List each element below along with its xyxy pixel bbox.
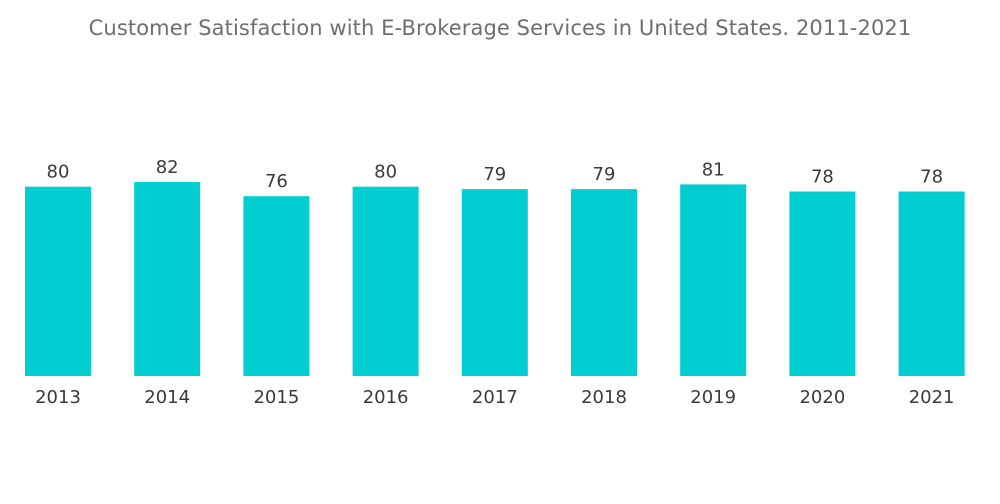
value-labels-layer: 80 82 76 80 79 79 81 78 78	[47, 157, 944, 192]
value-label-2021: 78	[920, 167, 943, 188]
value-label-2019: 81	[702, 159, 725, 180]
x-tick-label-2021: 2021	[909, 387, 955, 408]
value-label-2020: 78	[811, 167, 834, 188]
x-tick-label-2016: 2016	[363, 387, 409, 408]
x-tick-label-2015: 2015	[253, 387, 299, 408]
bar-2016	[352, 186, 419, 376]
bar-2019	[680, 184, 747, 376]
x-tick-label-2013: 2013	[35, 387, 81, 408]
value-label-2017: 79	[483, 164, 506, 185]
bars-layer	[25, 182, 965, 376]
bar-2018	[571, 189, 637, 376]
bar-2021	[898, 191, 965, 376]
x-axis-tick-labels: 2013 2014 2015 2016 2017 2018 2019 2020 2021	[35, 387, 954, 408]
x-tick-label-2014: 2014	[144, 387, 190, 408]
bar-2015	[243, 196, 310, 376]
bar-2013	[25, 186, 91, 376]
x-tick-label-2018: 2018	[581, 387, 627, 408]
value-label-2018: 79	[593, 164, 616, 185]
x-tick-label-2019: 2019	[690, 387, 736, 408]
bar-2020	[789, 191, 856, 376]
value-label-2013: 80	[47, 162, 70, 183]
chart-title: Customer Satisfaction with E-Brokerage S…	[88, 16, 912, 40]
value-label-2016: 80	[374, 162, 397, 183]
x-tick-label-2017: 2017	[472, 387, 518, 408]
bar-2014	[134, 182, 201, 376]
value-label-2015: 76	[265, 171, 288, 192]
value-label-2014: 82	[156, 157, 179, 178]
bar-2017	[461, 189, 528, 376]
x-tick-label-2020: 2020	[799, 387, 845, 408]
